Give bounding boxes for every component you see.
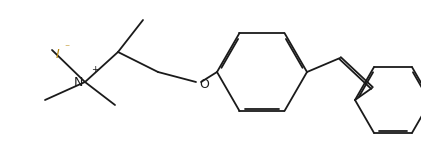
Text: +: + [91,65,99,74]
Text: ⁻: ⁻ [64,43,69,53]
Text: N: N [74,77,83,89]
Text: O: O [199,78,209,91]
Text: I: I [56,48,60,61]
